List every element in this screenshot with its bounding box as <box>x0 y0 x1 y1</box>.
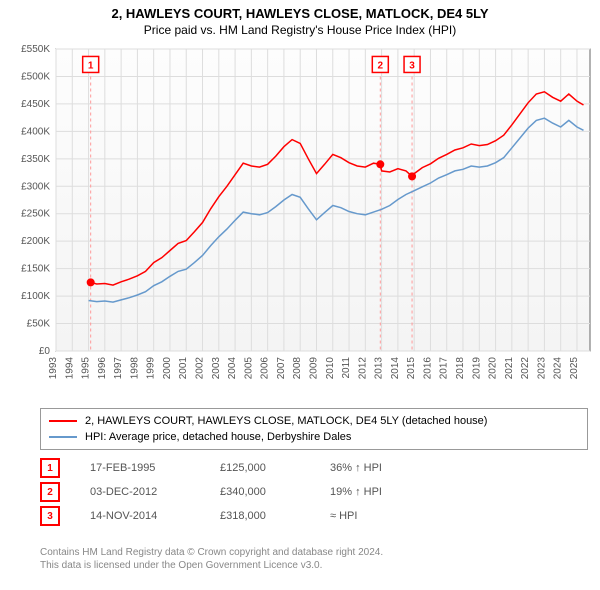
legend-row: 2, HAWLEYS COURT, HAWLEYS CLOSE, MATLOCK… <box>49 413 579 429</box>
x-tick-label: 2015 <box>406 357 417 380</box>
x-tick-label: 2021 <box>504 357 515 380</box>
y-tick-label: £50K <box>27 319 51 330</box>
x-tick-label: 2025 <box>569 357 580 380</box>
y-tick-label: £550K <box>21 44 50 55</box>
sales-row: 1 17-FEB-1995£125,00036% ↑ HPI <box>40 456 588 480</box>
legend-box: 2, HAWLEYS COURT, HAWLEYS CLOSE, MATLOCK… <box>40 408 588 450</box>
x-tick-label: 2016 <box>422 357 433 380</box>
sale-price: £318,000 <box>220 510 330 522</box>
x-tick-label: 1995 <box>81 357 92 380</box>
x-tick-label: 2020 <box>488 357 499 380</box>
x-tick-label: 2012 <box>357 357 368 380</box>
sale-date: 14-NOV-2014 <box>90 510 220 522</box>
x-tick-label: 2013 <box>374 357 385 380</box>
legend-swatch <box>49 436 77 438</box>
x-tick-label: 2017 <box>439 357 450 380</box>
y-tick-label: £300K <box>21 181 50 192</box>
x-tick-label: 2002 <box>195 357 206 380</box>
sale-marker-box: 2 <box>40 482 60 502</box>
x-tick-label: 2024 <box>553 357 564 380</box>
x-tick-label: 2010 <box>325 357 336 380</box>
sale-relative-hpi: ≈ HPI <box>330 510 588 522</box>
sale-marker-number: 1 <box>88 60 94 71</box>
sale-date: 17-FEB-1995 <box>90 462 220 474</box>
footer-line-2: This data is licensed under the Open Gov… <box>40 559 588 572</box>
y-tick-label: £150K <box>21 264 50 275</box>
legend-swatch <box>49 420 77 422</box>
chart-title: 2, HAWLEYS COURT, HAWLEYS CLOSE, MATLOCK… <box>0 0 600 21</box>
y-tick-label: £500K <box>21 71 50 82</box>
footer-attribution: Contains HM Land Registry data © Crown c… <box>40 546 588 572</box>
y-tick-label: £250K <box>21 209 50 220</box>
sale-price: £340,000 <box>220 486 330 498</box>
sale-marker-box: 1 <box>40 458 60 478</box>
x-tick-label: 2014 <box>390 357 401 380</box>
sale-date: 03-DEC-2012 <box>90 486 220 498</box>
legend-label: HPI: Average price, detached house, Derb… <box>85 431 351 443</box>
sale-marker-number: 2 <box>378 60 384 71</box>
x-tick-label: 1994 <box>64 357 75 380</box>
sale-price: £125,000 <box>220 462 330 474</box>
sale-dot <box>408 172 416 180</box>
x-tick-label: 2022 <box>520 357 531 380</box>
x-tick-label: 2008 <box>292 357 303 380</box>
y-tick-label: £0 <box>39 346 51 357</box>
x-tick-label: 1999 <box>146 357 157 380</box>
x-tick-label: 2005 <box>243 357 254 380</box>
x-tick-label: 1998 <box>129 357 140 380</box>
x-tick-label: 2009 <box>308 357 319 380</box>
chart-container: 2, HAWLEYS COURT, HAWLEYS CLOSE, MATLOCK… <box>0 0 600 590</box>
x-tick-label: 2019 <box>471 357 482 380</box>
legend-label: 2, HAWLEYS COURT, HAWLEYS CLOSE, MATLOCK… <box>85 415 487 427</box>
sale-dot <box>87 278 95 286</box>
sales-table: 1 17-FEB-1995£125,00036% ↑ HPI 2 03-DEC-201… <box>40 456 588 528</box>
x-tick-label: 2011 <box>341 357 352 379</box>
x-tick-label: 2004 <box>227 357 238 380</box>
y-tick-label: £350K <box>21 154 50 165</box>
legend-row: HPI: Average price, detached house, Derb… <box>49 429 579 445</box>
x-tick-label: 2000 <box>162 357 173 380</box>
x-tick-label: 1993 <box>48 357 59 380</box>
sale-relative-hpi: 19% ↑ HPI <box>330 486 588 498</box>
sale-dot <box>376 160 384 168</box>
y-tick-label: £450K <box>21 99 50 110</box>
y-tick-label: £200K <box>21 236 50 247</box>
x-tick-label: 1997 <box>113 357 124 380</box>
sales-row: 3 14-NOV-2014£318,000≈ HPI <box>40 504 588 528</box>
x-tick-label: 2023 <box>536 357 547 380</box>
x-tick-label: 1996 <box>97 357 108 380</box>
y-tick-label: £400K <box>21 126 50 137</box>
chart-plot-area: £0 £50K £100K £150K £200K £250K £300K £350K £400… <box>0 41 600 401</box>
sale-marker-box: 3 <box>40 506 60 526</box>
x-tick-label: 2007 <box>276 357 287 380</box>
sale-marker-number: 3 <box>409 60 415 71</box>
x-tick-label: 2003 <box>211 357 222 380</box>
x-tick-label: 2001 <box>178 357 189 380</box>
sale-relative-hpi: 36% ↑ HPI <box>330 462 588 474</box>
chart-svg: £0 £50K £100K £150K £200K £250K £300K £350K £400… <box>0 41 600 401</box>
plot-background <box>56 49 590 351</box>
footer-line-1: Contains HM Land Registry data © Crown c… <box>40 546 588 559</box>
x-tick-label: 2018 <box>455 357 466 380</box>
chart-subtitle: Price paid vs. HM Land Registry's House … <box>0 21 600 41</box>
sales-row: 2 03-DEC-2012£340,00019% ↑ HPI <box>40 480 588 504</box>
x-tick-label: 2006 <box>260 357 271 380</box>
y-tick-label: £100K <box>21 291 50 302</box>
